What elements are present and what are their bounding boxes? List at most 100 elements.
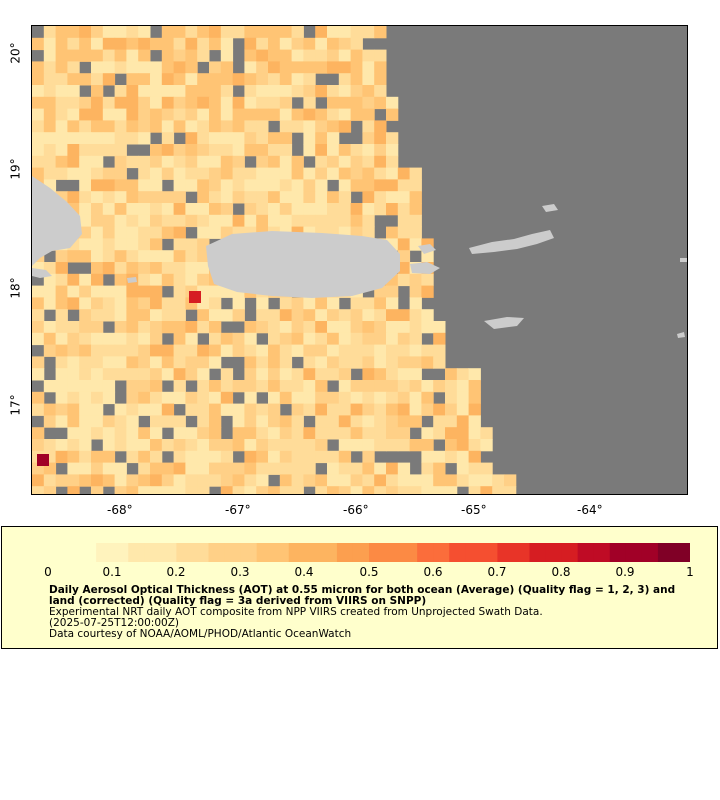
aot-cell xyxy=(102,61,116,74)
aot-cell xyxy=(55,474,68,487)
aot-cell xyxy=(197,462,210,475)
aot-cell xyxy=(173,344,186,357)
aot-cell xyxy=(209,144,222,157)
aot-cell xyxy=(91,391,104,405)
aot-cell xyxy=(209,37,222,51)
aot-cell xyxy=(126,285,139,298)
aot-cell xyxy=(279,120,293,133)
aot-cell xyxy=(244,132,257,145)
aot-cell xyxy=(67,250,80,263)
aot-cell xyxy=(445,380,458,393)
aot-cell xyxy=(150,238,163,251)
aot-cell xyxy=(445,474,458,487)
aot-cell xyxy=(374,474,387,487)
aot-cell xyxy=(79,203,92,216)
aot-cell xyxy=(303,309,316,322)
aot-cell xyxy=(91,380,104,393)
aot-cell xyxy=(79,439,92,452)
aot-cell xyxy=(150,61,163,74)
colorbar-label: 0.3 xyxy=(230,565,250,579)
aot-cell xyxy=(338,391,352,405)
aot-cell xyxy=(32,85,45,98)
aot-cell xyxy=(315,26,328,39)
aot-cell xyxy=(291,203,304,216)
aot-cell xyxy=(279,368,293,381)
aot-cell xyxy=(327,49,340,62)
aot-cell xyxy=(256,474,269,487)
aot-cell xyxy=(338,73,352,86)
aot-cell xyxy=(55,321,68,334)
aot-cell xyxy=(362,486,375,494)
colorbar-swatch xyxy=(192,543,210,562)
aot-cell xyxy=(327,486,340,494)
aot-cell xyxy=(362,368,375,381)
aot-cell xyxy=(445,486,458,494)
aot-cell xyxy=(126,214,139,228)
aot-cell xyxy=(102,380,116,393)
aot-cell xyxy=(173,214,186,228)
aot-cell xyxy=(445,403,458,416)
aot-cell xyxy=(91,273,104,287)
aot-cell xyxy=(55,132,68,145)
aot-cell xyxy=(67,108,80,121)
aot-cell xyxy=(244,344,257,357)
aot-cell xyxy=(185,49,198,62)
aot-cell xyxy=(197,250,210,263)
aot-cell xyxy=(315,380,328,393)
aot-cell xyxy=(279,474,293,487)
aot-cell xyxy=(126,439,139,452)
aot-cell xyxy=(79,155,92,169)
aot-cell xyxy=(79,403,92,416)
aot-cell xyxy=(185,439,198,452)
aot-cell xyxy=(386,427,399,440)
aot-cell xyxy=(209,96,222,110)
aot-cell xyxy=(197,344,210,357)
aot-cell xyxy=(161,474,175,487)
aot-cell xyxy=(126,37,139,51)
aot-cell xyxy=(126,309,139,322)
aot-cell xyxy=(279,132,293,145)
aot-cell xyxy=(468,368,481,381)
aot-cell xyxy=(338,380,352,393)
aot-cell xyxy=(55,297,68,310)
aot-cell xyxy=(126,344,139,357)
aot-cell xyxy=(161,309,175,322)
aot-cell xyxy=(67,73,80,86)
aot-cell xyxy=(327,155,340,169)
aot-cell xyxy=(268,96,281,110)
aot-cell xyxy=(32,37,45,51)
aot-cell xyxy=(91,132,104,145)
colorbar-swatch xyxy=(272,543,290,562)
aot-cell xyxy=(102,297,116,310)
aot-cell xyxy=(126,96,139,110)
aot-cell xyxy=(338,309,352,322)
lon-tick-label: -64° xyxy=(577,503,603,517)
aot-cell xyxy=(279,167,293,180)
aot-cell xyxy=(220,155,234,169)
aot-cell xyxy=(161,368,175,381)
aot-cell xyxy=(55,120,68,133)
aot-cell xyxy=(409,368,422,381)
aot-cell xyxy=(409,214,422,228)
aot-cell xyxy=(32,144,45,157)
aot-cell xyxy=(67,132,80,145)
aot-cell xyxy=(161,344,175,357)
aot-cell xyxy=(315,155,328,169)
aot-cell xyxy=(43,85,57,98)
aot-cell xyxy=(32,132,45,145)
aot-cell xyxy=(55,167,68,180)
aot-cell xyxy=(468,427,481,440)
aot-cell xyxy=(291,309,304,322)
aot-cell xyxy=(256,403,269,416)
aot-cell xyxy=(338,450,352,464)
aot-cell xyxy=(362,26,375,39)
colorbar-swatch xyxy=(208,543,226,562)
aot-cell xyxy=(386,332,399,346)
aot-cell xyxy=(374,120,387,133)
aot-cell xyxy=(173,273,186,287)
aot-cell xyxy=(421,391,434,405)
colorbar-swatch xyxy=(369,543,386,562)
aot-cell xyxy=(504,486,517,494)
aot-cell xyxy=(421,427,434,440)
aot-cell xyxy=(161,49,175,62)
